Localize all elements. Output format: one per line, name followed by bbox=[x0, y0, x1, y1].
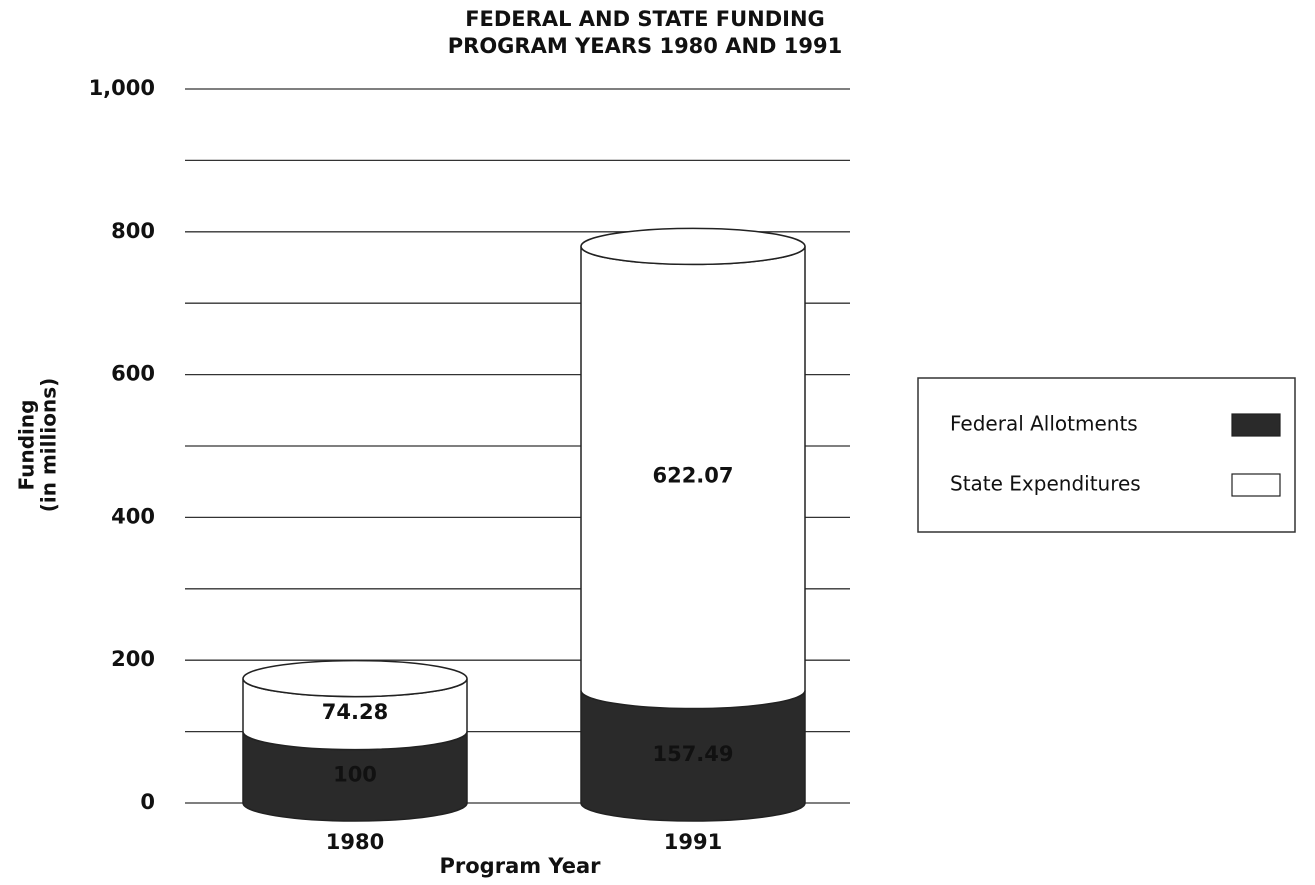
chart-title: FEDERAL AND STATE FUNDING bbox=[465, 7, 825, 31]
y-tick-label: 1,000 bbox=[89, 76, 155, 100]
y-tick-label: 800 bbox=[111, 219, 155, 243]
chart-title: PROGRAM YEARS 1980 AND 1991 bbox=[448, 34, 842, 58]
legend-swatch bbox=[1231, 473, 1281, 497]
data-label: 100 bbox=[333, 762, 377, 786]
y-tick-label: 0 bbox=[140, 790, 155, 814]
x-tick-label: 1991 bbox=[664, 830, 722, 854]
bar-top bbox=[580, 227, 806, 266]
x-tick-label: 1980 bbox=[326, 830, 384, 854]
y-axis-label: (in millions) bbox=[37, 378, 61, 512]
legend-box bbox=[917, 377, 1296, 533]
legend-swatch bbox=[1231, 413, 1281, 437]
x-axis-label: Program Year bbox=[440, 854, 602, 878]
y-tick-label: 600 bbox=[111, 362, 155, 386]
data-label: 74.28 bbox=[322, 700, 388, 724]
y-axis-label: Funding bbox=[15, 400, 39, 491]
data-label: 622.07 bbox=[652, 463, 733, 487]
bar-top bbox=[242, 659, 468, 698]
y-tick-label: 200 bbox=[111, 647, 155, 671]
legend-label: State Expenditures bbox=[950, 472, 1141, 496]
y-tick-label: 400 bbox=[111, 504, 155, 528]
legend-label: Federal Allotments bbox=[950, 412, 1138, 436]
data-label: 157.49 bbox=[652, 742, 733, 766]
